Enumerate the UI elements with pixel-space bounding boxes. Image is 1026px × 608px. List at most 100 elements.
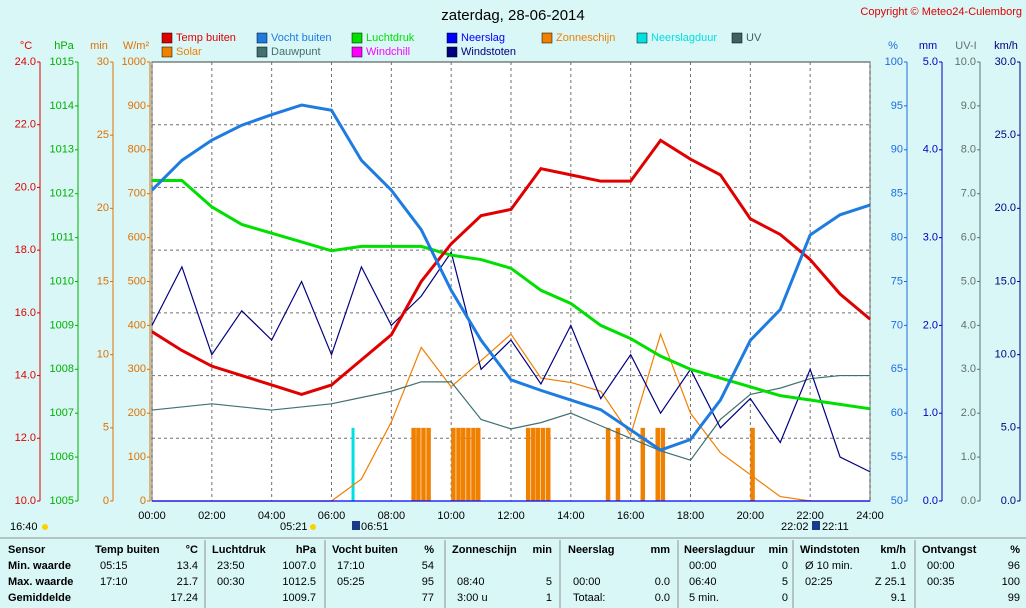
table-header: °C bbox=[186, 544, 198, 556]
y-tick-label: 500 bbox=[128, 275, 146, 287]
copyright: Copyright © Meteo24-Culemborg bbox=[860, 6, 1022, 18]
x-tick-label: 04:00 bbox=[258, 510, 286, 522]
y-tick-label: 5.0 bbox=[961, 275, 976, 287]
y-tick-label: 55 bbox=[891, 451, 903, 463]
table-cell: Z 25.1 bbox=[875, 576, 906, 588]
y-tick-label: 1.0 bbox=[961, 451, 976, 463]
x-tick-label: 10:00 bbox=[437, 510, 465, 522]
x-tick-label: 18:00 bbox=[677, 510, 705, 522]
sun-icon bbox=[310, 524, 316, 530]
table-cell: 23:50 bbox=[217, 560, 245, 572]
y-tick-label: 1.0 bbox=[923, 407, 938, 419]
x-tick-label: 06:00 bbox=[318, 510, 346, 522]
table-cell: 9.1 bbox=[891, 592, 906, 604]
axis-title: mm bbox=[919, 40, 937, 52]
y-tick-label: 1009 bbox=[50, 319, 74, 331]
bar bbox=[546, 427, 551, 501]
x-tick-label: 00:00 bbox=[138, 510, 166, 522]
legend-label: Windstoten bbox=[461, 46, 516, 58]
legend-swatch bbox=[731, 32, 743, 44]
legend-swatch bbox=[541, 32, 553, 44]
table-header: Zonneschijn bbox=[452, 544, 517, 556]
y-tick-label: 4.0 bbox=[923, 144, 938, 156]
y-tick-label: 1012 bbox=[50, 188, 74, 200]
y-tick-label: 0.0 bbox=[923, 495, 938, 507]
y-tick-label: 14.0 bbox=[15, 369, 36, 381]
legend-swatch bbox=[256, 46, 268, 58]
legend-label: Dauwpunt bbox=[271, 46, 321, 58]
table-header: Vocht buiten bbox=[332, 544, 398, 556]
table-header: Ontvangst bbox=[922, 544, 977, 556]
y-tick-label: 2.0 bbox=[961, 407, 976, 419]
legend-label: Temp buiten bbox=[176, 32, 236, 44]
bar bbox=[531, 427, 536, 501]
table-cell: 1 bbox=[546, 592, 552, 604]
legend-swatch bbox=[351, 46, 363, 58]
table-header: mm bbox=[650, 544, 670, 556]
bar bbox=[416, 427, 421, 501]
x-tick-label: 20:00 bbox=[737, 510, 765, 522]
table-cell: 54 bbox=[422, 560, 434, 572]
table-cell: 1.0 bbox=[891, 560, 906, 572]
table-cell: 17:10 bbox=[337, 560, 365, 572]
legend-label: Solar bbox=[176, 46, 202, 58]
table-cell: 100 bbox=[1002, 576, 1020, 588]
table-cell: 05:25 bbox=[337, 576, 365, 588]
y-tick-label: 1007 bbox=[50, 407, 74, 419]
line bbox=[151, 138, 871, 396]
row-label: Max. waarde bbox=[8, 576, 73, 588]
y-tick-label: 60 bbox=[891, 407, 903, 419]
y-tick-label: 50 bbox=[891, 495, 903, 507]
x-tick-label: 24:00 bbox=[856, 510, 884, 522]
bar bbox=[535, 427, 541, 501]
y-tick-label: 16.0 bbox=[15, 307, 36, 319]
title: zaterdag, 28-06-2014 bbox=[441, 7, 584, 24]
y-tick-label: 25.0 bbox=[995, 129, 1016, 141]
bar bbox=[456, 427, 461, 501]
x-tick-label: 08:00 bbox=[378, 510, 406, 522]
legend-label: Luchtdruk bbox=[366, 32, 415, 44]
table-header: Luchtdruk bbox=[212, 544, 267, 556]
table-cell: 0 bbox=[782, 560, 788, 572]
y-tick-label: 90 bbox=[891, 144, 903, 156]
y-tick-label: 80 bbox=[891, 232, 903, 244]
y-tick-label: 25 bbox=[97, 129, 109, 141]
legend-label: Neerslag bbox=[461, 32, 505, 44]
table-cell: 05:15 bbox=[100, 560, 128, 572]
bar bbox=[605, 427, 611, 501]
table-cell: 00:00 bbox=[689, 560, 717, 572]
bar bbox=[475, 427, 481, 501]
y-tick-label: 18.0 bbox=[15, 244, 36, 256]
table-header: hPa bbox=[296, 544, 317, 556]
table-cell: 00:35 bbox=[927, 576, 955, 588]
y-tick-label: 5.0 bbox=[923, 56, 938, 68]
y-tick-label: 6.0 bbox=[961, 232, 976, 244]
axis-title: °C bbox=[20, 40, 32, 52]
table-cell: 00:00 bbox=[927, 560, 955, 572]
y-tick-label: 65 bbox=[891, 363, 903, 375]
table-cell: 5 bbox=[546, 576, 552, 588]
y-tick-label: 1000 bbox=[122, 56, 146, 68]
legend-label: Neerslagduur bbox=[651, 32, 717, 44]
y-tick-label: 85 bbox=[891, 188, 903, 200]
table-cell: 5 bbox=[782, 576, 788, 588]
axis-title: W/m² bbox=[123, 40, 150, 52]
axis-title: % bbox=[888, 40, 898, 52]
table-header: min bbox=[768, 544, 788, 556]
y-tick-label: 30.0 bbox=[995, 56, 1016, 68]
table-header: km/h bbox=[880, 544, 906, 556]
y-tick-label: 4.0 bbox=[961, 319, 976, 331]
y-tick-label: 10.0 bbox=[15, 495, 36, 507]
y-tick-label: 70 bbox=[891, 319, 903, 331]
line bbox=[152, 179, 871, 411]
table-cell: 1009.7 bbox=[282, 592, 316, 604]
y-tick-label: 24.0 bbox=[15, 56, 36, 68]
table-cell: 5 min. bbox=[689, 592, 719, 604]
x-tick-label: 12:00 bbox=[497, 510, 525, 522]
y-tick-label: 1006 bbox=[50, 451, 74, 463]
y-tick-label: 600 bbox=[128, 232, 146, 244]
bar bbox=[660, 427, 666, 501]
table-cell: 17.24 bbox=[170, 592, 198, 604]
bar bbox=[750, 427, 755, 501]
legend-swatch bbox=[636, 32, 648, 44]
